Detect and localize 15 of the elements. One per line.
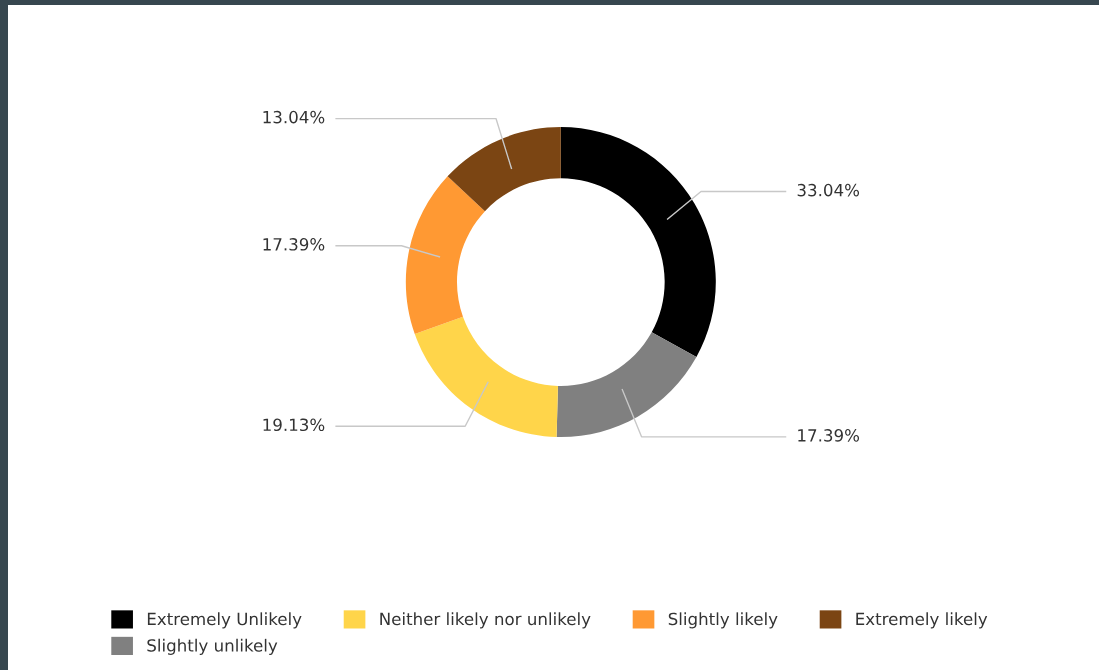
data-label: 33.04% <box>797 183 860 197</box>
legend-label: Extremely likely <box>856 612 988 629</box>
donut-slice <box>556 332 697 438</box>
donut-slice <box>560 127 716 358</box>
data-label: 13.04% <box>263 110 325 124</box>
donut-slice <box>447 127 561 212</box>
legend-label: Slightly unlikely <box>147 638 278 655</box>
legend-label: Slightly likely <box>668 612 778 629</box>
legend-label: Extremely Unlikely <box>147 612 302 629</box>
legend-label: Neither likely nor unlikely <box>380 612 591 629</box>
data-label: 17.39% <box>798 429 860 442</box>
data-label: 17.39% <box>263 238 325 251</box>
donut-slice <box>414 316 558 438</box>
data-label: 19.13% <box>263 418 325 432</box>
donut-slice <box>405 176 485 334</box>
